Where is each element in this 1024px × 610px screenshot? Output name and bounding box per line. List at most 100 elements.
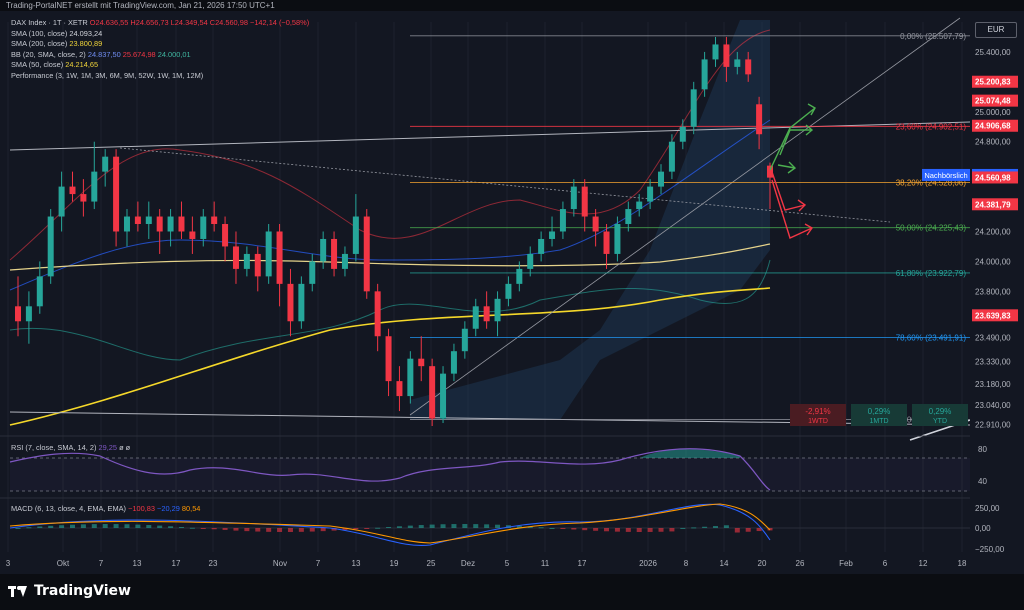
- bollinger-band-fill: [410, 20, 770, 420]
- price-label-box: [972, 94, 1018, 107]
- candle-body: [494, 298, 501, 322]
- candle-body: [767, 165, 773, 178]
- candle-body: [331, 238, 338, 269]
- legend-bb-label: BB (20, SMA, close, 2): [11, 49, 86, 59]
- red-arrow-deep: [771, 179, 814, 239]
- candle-body: [647, 186, 654, 202]
- red-arrow-down: [771, 171, 807, 212]
- macd-histogram-bar: [233, 528, 239, 531]
- macd-histogram-bar: [15, 528, 21, 529]
- macd-histogram-bar: [48, 525, 54, 528]
- y-tick-label: 22.910,00: [975, 421, 1011, 430]
- candle-body: [363, 216, 370, 292]
- macd-histogram-bar: [582, 528, 588, 531]
- macd-histogram-bar: [309, 528, 315, 532]
- x-tick-label: 5: [505, 559, 510, 568]
- candle-body: [701, 59, 708, 90]
- macd-histogram-bar: [571, 528, 577, 530]
- y-tick-label: 23.490,00: [975, 334, 1011, 343]
- macd-histogram-bar: [331, 528, 337, 531]
- candle-body: [309, 261, 316, 284]
- macd-legend-hist: −100,83: [128, 504, 155, 513]
- macd-histogram-bar: [680, 527, 686, 529]
- macd-histogram-bar: [200, 528, 206, 529]
- rsi-legend-extra: ø ø: [119, 443, 131, 452]
- x-tick-label: 26: [796, 559, 805, 568]
- fib-level-label: 38,20% (24.528,06): [896, 178, 967, 187]
- fib-level-label: 50,00% (24.225,43): [896, 224, 967, 233]
- green-arrow-flat: [779, 124, 814, 156]
- candle-body: [483, 306, 490, 322]
- macd-histogram-bar: [146, 525, 152, 528]
- macd-histogram-bar: [702, 526, 708, 528]
- candle-body: [200, 216, 207, 239]
- candle-body: [47, 216, 54, 277]
- macd-histogram-bar: [745, 528, 751, 532]
- candle-body: [145, 216, 152, 225]
- legend-sma200-value: 23.800,89: [69, 39, 103, 49]
- x-tick-label: Dez: [461, 559, 475, 568]
- macd-axis-label: 0,00: [975, 524, 991, 533]
- macd-histogram-bar: [614, 528, 620, 532]
- rising-trend-line: [409, 17, 961, 416]
- candle-body: [156, 216, 163, 232]
- candle-body: [592, 216, 599, 232]
- candle-body: [690, 89, 697, 127]
- x-tick-label: 13: [133, 559, 142, 568]
- candle-body: [189, 231, 196, 239]
- x-tick-label: 17: [172, 559, 181, 568]
- rsi-axis-label: 80: [978, 445, 987, 454]
- candle-body: [80, 194, 87, 202]
- macd-histogram-bar: [277, 528, 283, 532]
- rsi-axis-label: 40: [978, 477, 987, 486]
- bb-upper-line: [9, 29, 771, 261]
- rsi-band: [10, 458, 970, 491]
- legend-symbol-row: DAX Index · 1T · XETR O24.636,55 H24.656…: [11, 18, 309, 29]
- macd-histogram-bar: [636, 528, 642, 532]
- candle-body: [559, 209, 566, 232]
- green-arrow-up: [769, 103, 816, 171]
- candle-body: [167, 216, 174, 232]
- candle-body: [102, 156, 109, 172]
- macd-histogram-bar: [157, 525, 163, 528]
- x-tick-label: Okt: [57, 559, 70, 568]
- price-label: 25.074,48: [975, 97, 1011, 106]
- candle-body: [603, 231, 610, 254]
- price-label-box: [972, 309, 1018, 322]
- candle-body: [25, 306, 32, 322]
- header-title: Trading-PortalNET erstellt mit TradingVi…: [6, 1, 275, 10]
- x-tick-label: 19: [390, 559, 399, 568]
- candle-body: [745, 59, 752, 75]
- currency-selector[interactable]: EUR: [975, 22, 1017, 38]
- candle-body: [527, 253, 534, 269]
- legend-bb-row: BB (20, SMA, close, 2) 24.837,50 25.674,…: [11, 50, 309, 61]
- macd-histogram-bar: [222, 528, 228, 530]
- candle-body: [723, 44, 730, 67]
- candle-body: [178, 216, 185, 232]
- x-tick-label: 8: [684, 559, 689, 568]
- macd-histogram-bar: [669, 528, 675, 532]
- fib-level-label: 78,60% (23.491,91): [896, 333, 967, 342]
- legend-sma100-label: SMA (100, close): [11, 28, 68, 38]
- legend-bb-mid: 24.837,50: [87, 49, 121, 59]
- tradingview-logo[interactable]: TradingView: [8, 583, 131, 599]
- y-tick-label: 23.180,00: [975, 380, 1011, 389]
- price-label: 24.560,98: [975, 173, 1011, 182]
- candle-body: [123, 216, 130, 232]
- candle-body: [429, 366, 436, 419]
- macd-histogram-bar: [26, 527, 32, 529]
- macd-histogram-bar: [647, 528, 653, 532]
- y-tick-label: 24.200,00: [975, 227, 1011, 236]
- macd-histogram-bar: [80, 524, 86, 528]
- candle-body: [625, 209, 632, 225]
- candle-body: [516, 268, 523, 284]
- legend-bb-up: 25.674,98: [122, 49, 156, 59]
- y-tick-label: 24.800,00: [975, 138, 1011, 147]
- price-tag-box: [922, 168, 970, 181]
- candle-body: [211, 216, 218, 225]
- macd-histogram-bar: [91, 524, 97, 528]
- price-label-box: [972, 119, 1018, 132]
- macd-histogram-bar: [756, 528, 762, 532]
- y-tick-label: 24.000,00: [975, 257, 1011, 266]
- candle-body: [232, 246, 239, 269]
